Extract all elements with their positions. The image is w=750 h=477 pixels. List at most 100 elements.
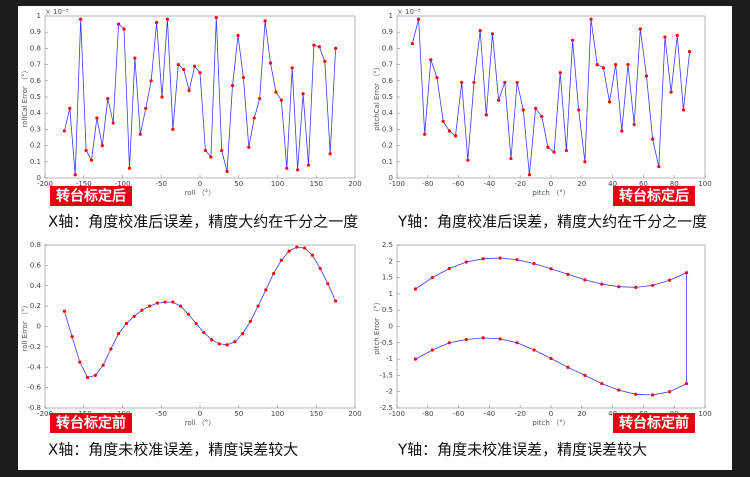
data-point <box>268 61 273 65</box>
y-tick-label: 0.9 <box>382 28 393 36</box>
x-tick-label: 100 <box>698 180 711 188</box>
data-point <box>651 393 655 397</box>
data-point <box>84 148 88 153</box>
plot-area <box>396 244 706 409</box>
data-point <box>681 108 686 112</box>
data-point <box>155 301 159 305</box>
data-point <box>669 90 673 94</box>
data-point <box>447 129 451 133</box>
x-tick-label: 20 <box>577 410 586 418</box>
y-tick-label: 2 <box>389 257 393 265</box>
data-point <box>583 160 587 164</box>
data-point <box>634 285 638 289</box>
x-tick-label: -40 <box>484 410 495 418</box>
x-tick-label: -40 <box>484 180 495 188</box>
badge-bg <box>613 186 695 206</box>
data-point <box>70 335 74 339</box>
x-tick-label: -50 <box>156 410 167 418</box>
data-point <box>651 137 655 141</box>
data-point <box>272 271 276 276</box>
x-tick-label: 150 <box>310 410 323 418</box>
data-point <box>534 106 538 110</box>
data-point <box>140 308 144 312</box>
data-point <box>127 166 132 170</box>
data-point <box>634 392 638 396</box>
data-point <box>688 50 692 54</box>
data-point <box>225 343 229 347</box>
data-point <box>247 145 251 149</box>
data-point <box>79 17 83 21</box>
x-tick-label: -80 <box>422 180 433 188</box>
y-tick-label: 0.4 <box>382 109 394 117</box>
y-tick-label: 0.2 <box>382 142 393 150</box>
data-point <box>328 152 332 156</box>
data-point <box>100 144 104 148</box>
y-tick-label: 2.5 <box>382 241 393 249</box>
x-tick-label: 0 <box>198 410 202 418</box>
x-tick-label: -100 <box>389 410 405 418</box>
data-point <box>481 257 485 261</box>
y-tick-label: 1 <box>389 290 393 298</box>
x-tick-label: -200 <box>37 410 53 418</box>
data-point <box>258 97 262 101</box>
data-point <box>179 304 183 308</box>
data-point <box>101 363 105 367</box>
data-point <box>117 22 121 26</box>
data-point <box>453 134 458 138</box>
data-point <box>312 43 316 47</box>
data-point <box>171 300 175 304</box>
x-axis-label: roll （°） <box>185 419 216 427</box>
caption: Y轴：角度未校准误差，精度误差较大 <box>397 441 647 459</box>
data-point <box>552 150 556 154</box>
data-point <box>600 381 604 386</box>
data-point <box>95 116 99 120</box>
data-point <box>626 63 630 67</box>
y-tick-label: -1.5 <box>379 371 393 379</box>
data-point <box>638 27 642 31</box>
data-point <box>62 309 66 313</box>
badge: 转台标定前 <box>619 415 689 432</box>
x-tick-label: -60 <box>453 180 464 188</box>
y-tick-label: 0.8 <box>30 44 41 52</box>
x-tick-label: -20 <box>514 180 525 188</box>
data-point <box>595 63 599 67</box>
data-point <box>509 156 513 161</box>
data-point <box>323 59 327 63</box>
data-point <box>326 282 330 286</box>
x-axis-label: roll （°） <box>185 189 216 197</box>
data-point <box>484 113 488 117</box>
caption: X轴：角度校准后误差，精度大约在千分之一度 <box>48 213 358 231</box>
data-point <box>472 80 476 85</box>
y-tick-label: 0.9 <box>30 28 41 36</box>
data-point <box>460 80 464 85</box>
data-point <box>89 158 94 162</box>
data-point <box>570 38 575 42</box>
data-point <box>241 332 245 336</box>
data-point <box>111 121 115 125</box>
data-point <box>279 258 283 262</box>
y-tick-label: -2.5 <box>379 404 393 412</box>
data-point <box>192 64 197 68</box>
x-tick-label: 50 <box>234 410 243 418</box>
data-point <box>464 260 468 264</box>
x-tick-label: 80 <box>670 180 679 188</box>
y-tick-label: -0.4 <box>27 363 41 371</box>
data-point <box>155 20 159 25</box>
y-tick-label: 1.5 <box>382 274 393 282</box>
data-point <box>306 163 311 167</box>
data-point <box>225 169 229 174</box>
data-point <box>133 56 137 60</box>
y-tick-label: 0.5 <box>382 306 393 314</box>
x-tick-label: 0 <box>198 180 202 188</box>
y-multiplier: × 10⁻³ <box>45 8 69 16</box>
data-point <box>498 256 502 260</box>
data-point <box>214 16 218 20</box>
data-point <box>73 173 77 177</box>
x-tick-label: -20 <box>514 410 525 418</box>
data-point <box>149 79 153 83</box>
x-tick-label: 200 <box>348 410 361 418</box>
data-point <box>447 266 451 271</box>
data-point <box>675 33 679 38</box>
y-tick-label: 0 <box>37 323 41 331</box>
data-point <box>481 336 485 340</box>
